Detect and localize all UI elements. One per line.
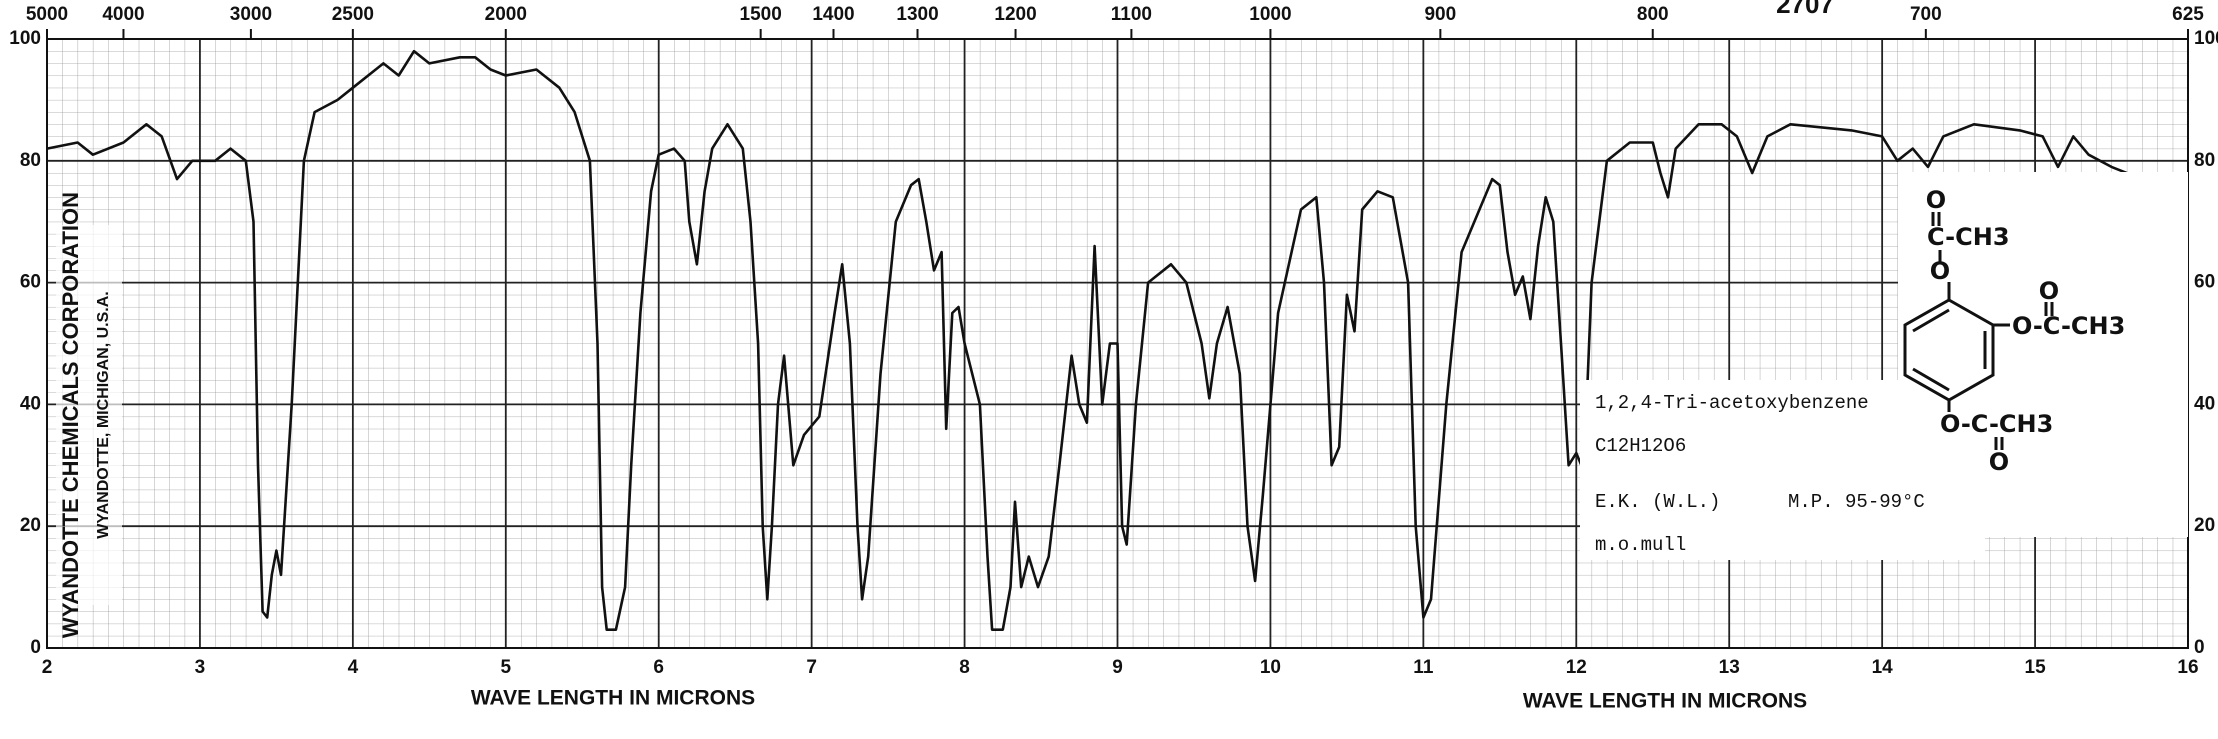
x-tick-label: 15: [2025, 657, 2047, 678]
x-tick-label: 16: [2177, 657, 2198, 678]
x-tick-label: 4: [348, 657, 359, 678]
x-tick-label: 11: [1413, 657, 1434, 678]
x-tick-label: 9: [1112, 657, 1123, 678]
x2-tick-label: 2000: [485, 4, 527, 25]
y-tick-label: 0: [30, 637, 41, 658]
compound-source: E.K. (W.L.): [1595, 491, 1720, 513]
structure-label: O: [1930, 257, 1950, 285]
x-tick-label: 5: [500, 657, 511, 678]
x2-tick-label: 1200: [994, 4, 1036, 25]
structure-label: O: [2039, 277, 2059, 305]
y2-tick-label: 40: [2194, 393, 2215, 414]
x2-tick-label: 4000: [102, 4, 144, 25]
x-tick-label: 7: [806, 657, 817, 678]
x2-tick-label: 1100: [1111, 4, 1152, 25]
benzene-ring: [1903, 212, 2054, 450]
x-tick-label: 8: [959, 657, 970, 678]
structure-label: O: [1989, 448, 2009, 476]
x2-tick-label: 5000: [26, 4, 68, 25]
x-axis-label: WAVE LENGTH IN MICRONS: [471, 687, 755, 710]
x2-tick-label: 700: [1910, 4, 1942, 25]
spectrum-line: [46, 49, 2190, 631]
x2-tick-label: 800: [1637, 4, 1669, 25]
x-tick-label: 6: [653, 657, 664, 678]
x-tick-label: 12: [1566, 657, 1587, 678]
y2-tick-label: 20: [2194, 515, 2215, 536]
compound-name: 1,2,4-Tri-acetoxybenzene: [1595, 392, 1869, 414]
x2-tick-label: 3000: [230, 4, 272, 25]
catalog-number: 2707: [1776, 0, 1834, 19]
structure-label: O-C-CH3: [1940, 410, 2053, 438]
y-tick-label: 80: [20, 150, 41, 171]
y2-tick-label: 80: [2194, 150, 2215, 171]
x-tick-label: 10: [1260, 657, 1281, 678]
x-axis-label: WAVE LENGTH IN MICRONS: [1523, 690, 1807, 713]
structure-label: O-C-CH3: [2012, 312, 2125, 340]
company-location: WYANDOTTE, MICHIGAN, U.S.A.: [95, 291, 112, 538]
x2-tick-label: 1300: [896, 4, 938, 25]
y-tick-label: 40: [20, 393, 41, 414]
x2-tick-label: 2500: [332, 4, 374, 25]
x-tick-label: 13: [1719, 657, 1740, 678]
x2-tick-label: 1000: [1249, 4, 1291, 25]
y2-tick-label: 60: [2194, 272, 2215, 293]
grid: [46, 38, 2189, 649]
x2-tick-label: 1500: [740, 4, 782, 25]
company-name: WYANDOTTE CHEMICALS CORPORATION: [58, 192, 83, 638]
x-tick-label: 2: [42, 657, 53, 678]
x2-tick-label: 625: [2172, 4, 2204, 25]
y-tick-label: 60: [20, 272, 41, 293]
compound-formula: C12H12O6: [1595, 435, 1686, 457]
plot: [46, 49, 2190, 631]
structure-label: C-CH3: [1927, 223, 2010, 251]
y2-tick-label: 100: [2194, 28, 2218, 49]
y-tick-label: 100: [9, 28, 41, 49]
x-tick-label: 3: [195, 657, 206, 678]
company-backdrop: [56, 225, 122, 605]
melting-point: M.P. 95-99°C: [1788, 491, 1925, 513]
x2-tick-label: 900: [1424, 4, 1456, 25]
structure-box: [1898, 172, 2188, 537]
x-tick-label: 14: [1872, 657, 1894, 678]
y-tick-label: 20: [20, 515, 41, 536]
y2-tick-label: 0: [2194, 637, 2205, 658]
structure-label: O: [1926, 186, 1946, 214]
sampling: m.o.mull: [1595, 534, 1686, 556]
x2-tick-label: 1400: [812, 4, 854, 25]
